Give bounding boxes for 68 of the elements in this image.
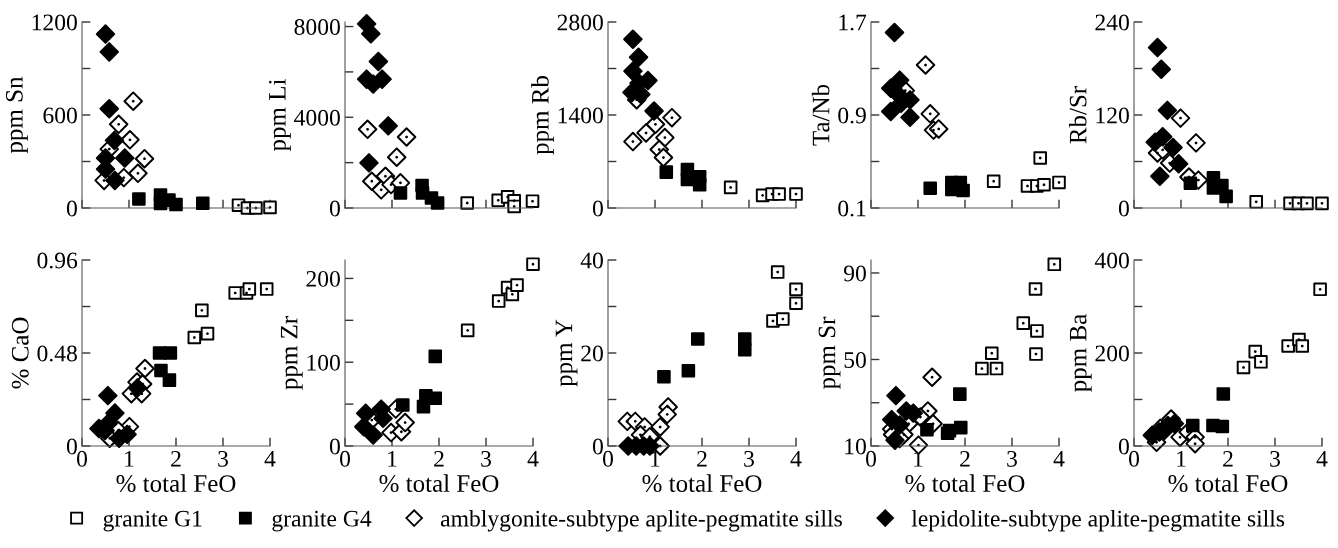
y-tick-label: 1.7 [839, 14, 867, 31]
y-tick-label: 200 [1095, 345, 1129, 362]
y-axis-title: ppm Rb [531, 76, 554, 155]
y-axis-title: % CaO [11, 317, 29, 389]
y-axis-title: ppm Sn [5, 76, 28, 154]
y-tick-label: 8000 [294, 19, 340, 35]
x-tick-label: 4 [1316, 451, 1328, 467]
x-tick-label: 4 [790, 451, 802, 467]
x-tick-label: 3 [1007, 450, 1017, 467]
x-tick-label: 2 [960, 450, 970, 467]
x-axis-title: % total FeO [379, 474, 499, 493]
x-tick-label: 4 [1053, 451, 1065, 467]
x-tick-label: 1 [388, 450, 397, 467]
y-axis-title: ppm Y [555, 319, 578, 387]
y-tick-label: 0.1 [838, 200, 866, 217]
y-tick-label: 100 [307, 354, 340, 371]
y-axis-title: ppm Sr [818, 316, 841, 390]
y-tick-label: 4000 [294, 109, 340, 126]
y-tick-label: 0 [329, 200, 340, 217]
y-axis-title: ppm Li [268, 79, 291, 152]
y-tick-label: 0 [329, 438, 340, 455]
x-tick-label: 3 [1270, 450, 1280, 467]
x-axis-title: % total FeO [905, 474, 1025, 493]
y-tick-label: 1400 [558, 107, 603, 124]
x-tick-label: 2 [1223, 450, 1233, 467]
x-axis-title: % total FeO [1168, 474, 1288, 493]
y-tick-label: 0 [66, 200, 77, 217]
x-tick-label: 3 [744, 450, 754, 467]
y-tick-label: 50 [844, 351, 866, 368]
y-axis-title: ppm Zr [280, 316, 303, 390]
y-tick-label: 600 [43, 107, 77, 124]
x-tick-label: 2 [697, 450, 707, 467]
legend-label: lepidolite-subtype aplite-pegmatite sills [911, 509, 1285, 532]
y-tick-label: 0.48 [37, 345, 77, 362]
y-tick-label: 400 [1094, 252, 1129, 269]
y-tick-label: 0 [1118, 200, 1129, 217]
legend-label: granite G4 [272, 510, 372, 532]
x-axis-title: % total FeO [116, 474, 236, 493]
y-tick-label: 240 [1095, 14, 1129, 31]
x-tick-label: 4 [527, 451, 539, 467]
y-tick-label: 0.9 [838, 107, 866, 124]
y-axis-title: Rb/Sr [1068, 86, 1087, 144]
y-tick-label: 40 [580, 252, 603, 269]
x-axis-title: % total FeO [642, 474, 762, 493]
y-tick-label: 90 [843, 265, 866, 282]
x-tick-label: 4 [264, 451, 276, 467]
y-tick-label: 120 [1096, 107, 1129, 124]
y-tick-label: 10 [845, 438, 866, 455]
legend-label: amblygonite-subtype aplite-pegmatite sills [440, 509, 842, 532]
y-axis-title: ppm Ba [1069, 314, 1092, 392]
x-tick-label: 1 [651, 450, 660, 467]
y-tick-label: 1200 [32, 14, 77, 31]
legend-label: granite G1 [103, 510, 202, 532]
x-tick-label: 3 [218, 450, 228, 467]
y-axis-title: Ta/Nb [811, 84, 830, 146]
y-tick-label: 0.96 [37, 252, 78, 269]
x-tick-label: 3 [481, 450, 491, 467]
y-tick-label: 0 [66, 438, 77, 455]
x-tick-label: 1 [125, 450, 134, 467]
y-tick-label: 0 [592, 438, 603, 455]
y-tick-label: 0 [592, 200, 603, 217]
y-tick-label: 20 [581, 345, 603, 362]
y-tick-label: 200 [306, 270, 340, 287]
x-tick-label: 2 [171, 450, 181, 467]
x-tick-label: 1 [1177, 450, 1186, 467]
x-tick-label: 2 [434, 450, 444, 467]
y-tick-label: 2800 [557, 14, 603, 31]
y-tick-label: 0 [1118, 438, 1129, 455]
